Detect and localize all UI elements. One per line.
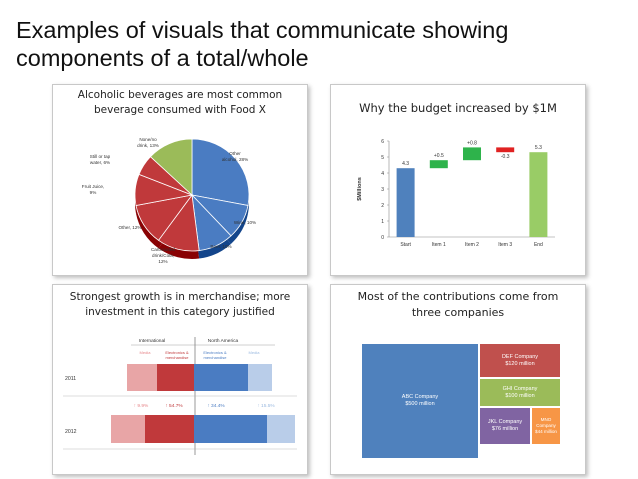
wf-category-label-4: End	[534, 242, 543, 248]
bar-2012-intl-media	[111, 415, 145, 443]
wf-y-tick-label: 2	[381, 203, 384, 209]
slide-title-line1: Examples of visuals that communicate sho…	[16, 17, 509, 43]
col-elec-north-america-a: Electronics &	[203, 350, 227, 355]
wf-category-label-3: Item 3	[498, 242, 512, 248]
pie-title-line1: Alcoholic beverages are most common	[77, 89, 283, 101]
growth-chart-panel: Strongest growth is in merchandise; more…	[52, 284, 308, 475]
pie-label-still-2: water, 6%	[90, 160, 110, 165]
wf-bar-4	[529, 152, 548, 237]
growth-chart-title: Strongest growth is in merchandise; more…	[53, 290, 307, 320]
wf-y-tick-label: 6	[381, 139, 384, 145]
col-elec-international-a: Electronics &	[165, 350, 189, 355]
wf-bar-label-3: -0.3	[501, 154, 510, 160]
bar-2012-na-elec	[194, 415, 267, 443]
col-media-international: Media	[140, 350, 152, 355]
pie-chart-title: Alcoholic beverages are most common beve…	[53, 88, 307, 118]
growth-chart: International North America Media Electr…	[63, 337, 297, 455]
pie-title-line2: beverage consumed with Food X	[93, 104, 266, 116]
wf-category-label-1: Item 1	[432, 242, 446, 248]
treemap-title-line1: Most of the contributions come from	[357, 290, 559, 303]
growth-pct-na-media: ↑ 15.5%	[257, 403, 275, 409]
treemap-box-ghi: GHI Company $100 million	[479, 378, 561, 407]
wf-bar-label-2: +0.8	[467, 140, 477, 146]
growth-pct-intl-elec: ↑ 54.7%	[165, 403, 183, 409]
year-2012-label: 2012	[65, 429, 77, 435]
wf-bar-2	[463, 147, 481, 161]
bar-2011-na-media	[248, 364, 272, 391]
treemap-title: Most of the contributions come from thre…	[331, 289, 585, 321]
wf-bar-label-1: +0.5	[434, 153, 444, 159]
wf-bar-label-4: 5.3	[535, 145, 542, 151]
bar-2011-intl-elec	[157, 364, 194, 391]
bar-2012-na-media	[267, 415, 295, 443]
wf-bar-1	[429, 160, 448, 169]
wf-y-tick-label: 3	[381, 187, 384, 193]
pie-label-other: Other, 12%	[119, 225, 142, 230]
slide-title: Examples of visuals that communicate sho…	[16, 16, 616, 72]
pie-label-wine: Wine, 10%	[234, 220, 256, 225]
wf-y-tick-label: 5	[381, 155, 384, 161]
region-international-label: International	[139, 338, 165, 344]
wf-y-tick-label: 1	[381, 219, 384, 225]
col-elec-international-b: merchandise	[166, 355, 190, 360]
bar-2011-intl-media	[127, 364, 157, 391]
treemap-title-line2: three companies	[411, 306, 505, 319]
treemap-box-abc: ABC Company $500 million	[361, 343, 479, 459]
wf-bar-3	[496, 147, 515, 153]
pie-label-beer: Beer, 10%	[210, 244, 231, 249]
wf-y-tick-label: 4	[381, 171, 384, 177]
bar-2011-na-elec	[194, 364, 248, 391]
waterfall-chart: 0 1 2 3 4 5 6 $Millions 4.3 Start +0.5 Item 1 +0.8 It…	[357, 139, 555, 248]
growth-pct-na-elec: ↑ 34.4%	[207, 403, 225, 409]
pie-chart-panel: Alcoholic beverages are most common beve…	[52, 84, 308, 276]
treemap-box-mno: MNO Company $44 million	[531, 407, 561, 445]
wf-y-tick-label: 0	[381, 235, 384, 241]
pie-label-still: Still or tap	[90, 154, 111, 159]
col-media-north-america: Media	[249, 350, 261, 355]
pie-label-carbonated-2: drink/Cola,	[152, 253, 174, 258]
wf-category-label-0: Start	[400, 242, 411, 248]
pie-slice-7	[149, 138, 193, 196]
pie-label-juice-2: 9%	[90, 190, 97, 195]
slide-title-line2: components of a total/whole	[16, 45, 309, 71]
bar-2012-intl-elec	[145, 415, 194, 443]
pie-label-other-alcohol: Other	[229, 151, 241, 156]
pie-label-carbonated: Carbonated	[151, 247, 175, 252]
growth-title-line1: Strongest growth is in merchandise; more	[69, 291, 291, 303]
wf-bar-0	[396, 168, 415, 237]
pie-label-other-alcohol-2: alcohol, 28%	[222, 157, 248, 162]
wf-y-axis-label: $Millions	[357, 177, 363, 201]
pie-label-carbonated-3: 12%	[158, 259, 167, 264]
treemap-box-def: DEF Company $120 million	[479, 343, 561, 378]
wf-bar-label-0: 4.3	[402, 161, 409, 167]
pie-label-none-2: drink, 13%	[137, 143, 159, 148]
waterfall-chart-panel: Why the budget increased by $1M 0 1 2 3 4 5 6 $…	[330, 84, 586, 276]
wf-category-label-2: Item 2	[465, 242, 479, 248]
pie-slice-0	[191, 138, 250, 206]
growth-title-line2: investment in this category justified	[85, 306, 275, 318]
col-elec-north-america-b: merchandise	[204, 355, 228, 360]
year-2011-label: 2011	[65, 376, 76, 382]
waterfall-chart-title: Why the budget increased by $1M	[359, 101, 557, 115]
treemap-box-jkl: JKL Company $76 million	[479, 407, 531, 445]
region-north-america-label: North America	[208, 338, 239, 344]
treemap-panel: Most of the contributions come from thre…	[330, 284, 586, 475]
pie-label-juice: Fruit Juice,	[82, 184, 104, 189]
pie-label-none: None/no	[139, 137, 157, 142]
growth-pct-intl-media: ↑ 9.9%	[134, 403, 149, 409]
pie-chart: None/no drink, 13% Other alcohol, 28% St…	[82, 137, 256, 264]
